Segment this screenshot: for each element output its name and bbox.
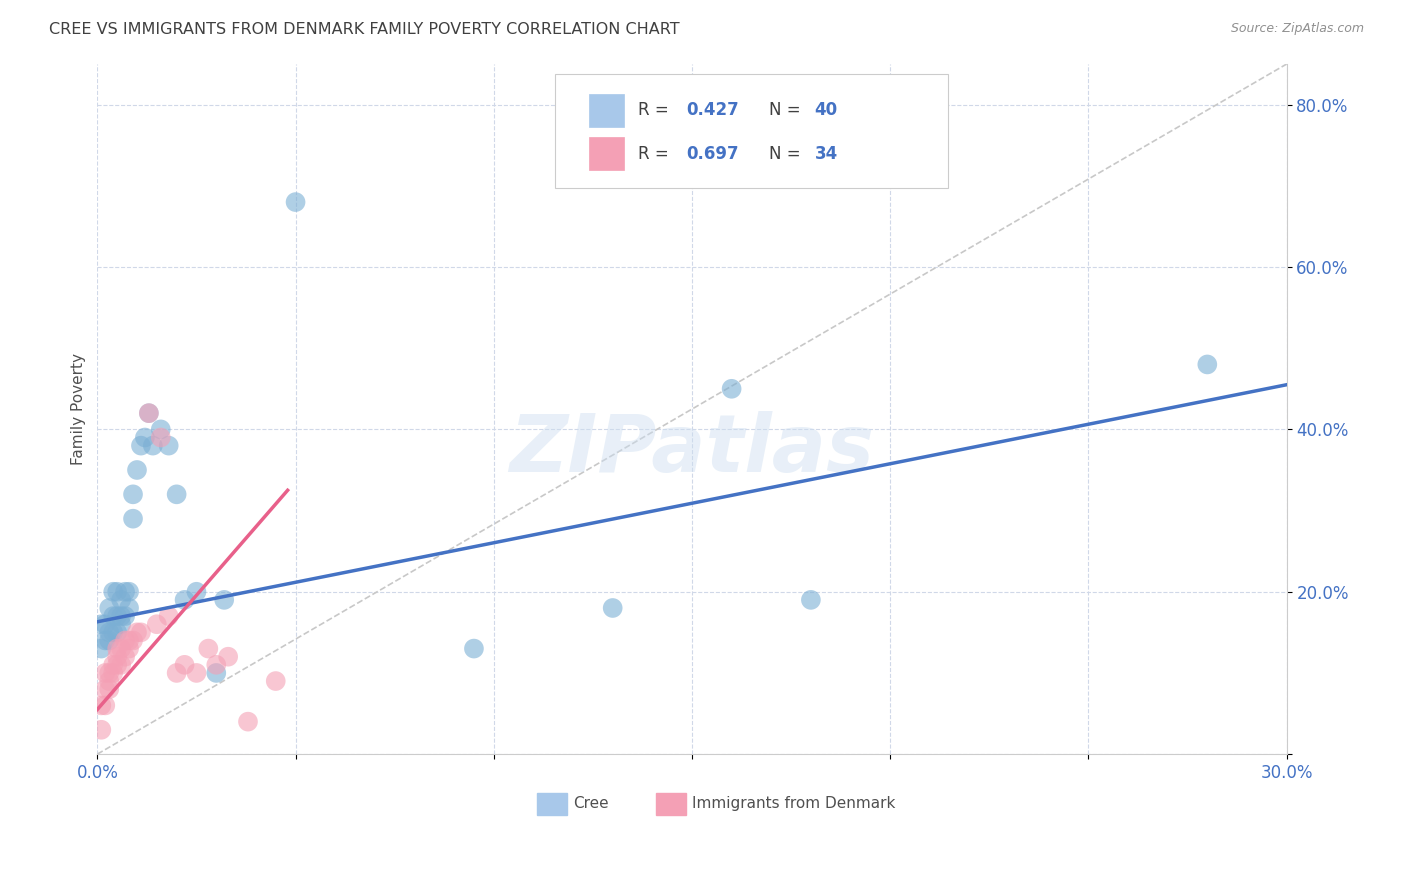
Bar <box>537 793 567 815</box>
Point <box>105 649 128 664</box>
Point <box>264 674 287 689</box>
Point <box>122 511 145 525</box>
Text: R =: R = <box>638 145 675 162</box>
Text: Source: ZipAtlas.com: Source: ZipAtlas.com <box>1230 22 1364 36</box>
Point <box>125 625 148 640</box>
Point <box>463 641 485 656</box>
Point <box>173 592 195 607</box>
Point <box>157 439 180 453</box>
Point <box>186 665 208 680</box>
Point <box>236 714 259 729</box>
Point <box>284 195 307 210</box>
Point <box>94 617 117 632</box>
Text: ZIPatlas: ZIPatlas <box>509 411 875 490</box>
Text: 34: 34 <box>814 145 838 162</box>
Point <box>114 609 136 624</box>
Point <box>602 601 624 615</box>
Point <box>114 633 136 648</box>
Text: Immigrants from Denmark: Immigrants from Denmark <box>692 797 896 812</box>
Point <box>720 382 742 396</box>
Point <box>105 657 128 672</box>
Point <box>105 625 128 640</box>
Point <box>90 641 112 656</box>
Text: 40: 40 <box>814 102 838 120</box>
Point <box>212 592 235 607</box>
Point <box>166 487 188 501</box>
Point <box>110 592 132 607</box>
Point <box>138 406 160 420</box>
Point <box>118 584 141 599</box>
Point <box>94 665 117 680</box>
Point <box>197 641 219 656</box>
Point <box>149 430 172 444</box>
Point <box>94 682 117 697</box>
Point <box>94 633 117 648</box>
Point <box>125 463 148 477</box>
Text: CREE VS IMMIGRANTS FROM DENMARK FAMILY POVERTY CORRELATION CHART: CREE VS IMMIGRANTS FROM DENMARK FAMILY P… <box>49 22 681 37</box>
Point <box>122 633 145 648</box>
Point <box>98 601 121 615</box>
Point <box>1197 358 1219 372</box>
Point <box>134 430 156 444</box>
Point <box>98 674 121 689</box>
Point <box>118 601 141 615</box>
Point <box>103 657 125 672</box>
Point <box>98 665 121 680</box>
Point <box>103 625 125 640</box>
Point <box>105 641 128 656</box>
Text: N =: N = <box>769 102 806 120</box>
Y-axis label: Family Poverty: Family Poverty <box>72 353 86 465</box>
Point <box>98 625 121 640</box>
FancyBboxPatch shape <box>555 74 948 188</box>
Text: R =: R = <box>638 102 675 120</box>
Point <box>110 641 132 656</box>
Point <box>205 657 228 672</box>
Point <box>98 633 121 648</box>
Point <box>90 698 112 713</box>
Text: Cree: Cree <box>574 797 609 812</box>
Point <box>114 584 136 599</box>
Point <box>90 617 112 632</box>
Point <box>800 592 823 607</box>
Point <box>146 617 169 632</box>
Point <box>138 406 160 420</box>
Point <box>98 682 121 697</box>
Point <box>217 649 239 664</box>
Text: 0.697: 0.697 <box>686 145 738 162</box>
Point <box>129 625 152 640</box>
Point <box>173 657 195 672</box>
Point <box>157 609 180 624</box>
Point <box>122 487 145 501</box>
Text: 0.427: 0.427 <box>686 102 738 120</box>
Point <box>166 665 188 680</box>
Bar <box>657 793 686 815</box>
Point <box>110 609 132 624</box>
Point <box>142 439 165 453</box>
Bar <box>589 137 624 170</box>
Point <box>114 649 136 664</box>
Point <box>118 633 141 648</box>
Text: N =: N = <box>769 145 806 162</box>
Point <box>105 609 128 624</box>
Point <box>105 584 128 599</box>
Point <box>90 723 112 737</box>
Point <box>103 665 125 680</box>
Point <box>118 641 141 656</box>
Point <box>205 665 228 680</box>
Point <box>129 439 152 453</box>
Point <box>94 698 117 713</box>
Point <box>103 609 125 624</box>
Point <box>149 422 172 436</box>
Point <box>103 584 125 599</box>
Point <box>186 584 208 599</box>
Point <box>110 617 132 632</box>
Bar <box>589 94 624 127</box>
Point <box>110 657 132 672</box>
